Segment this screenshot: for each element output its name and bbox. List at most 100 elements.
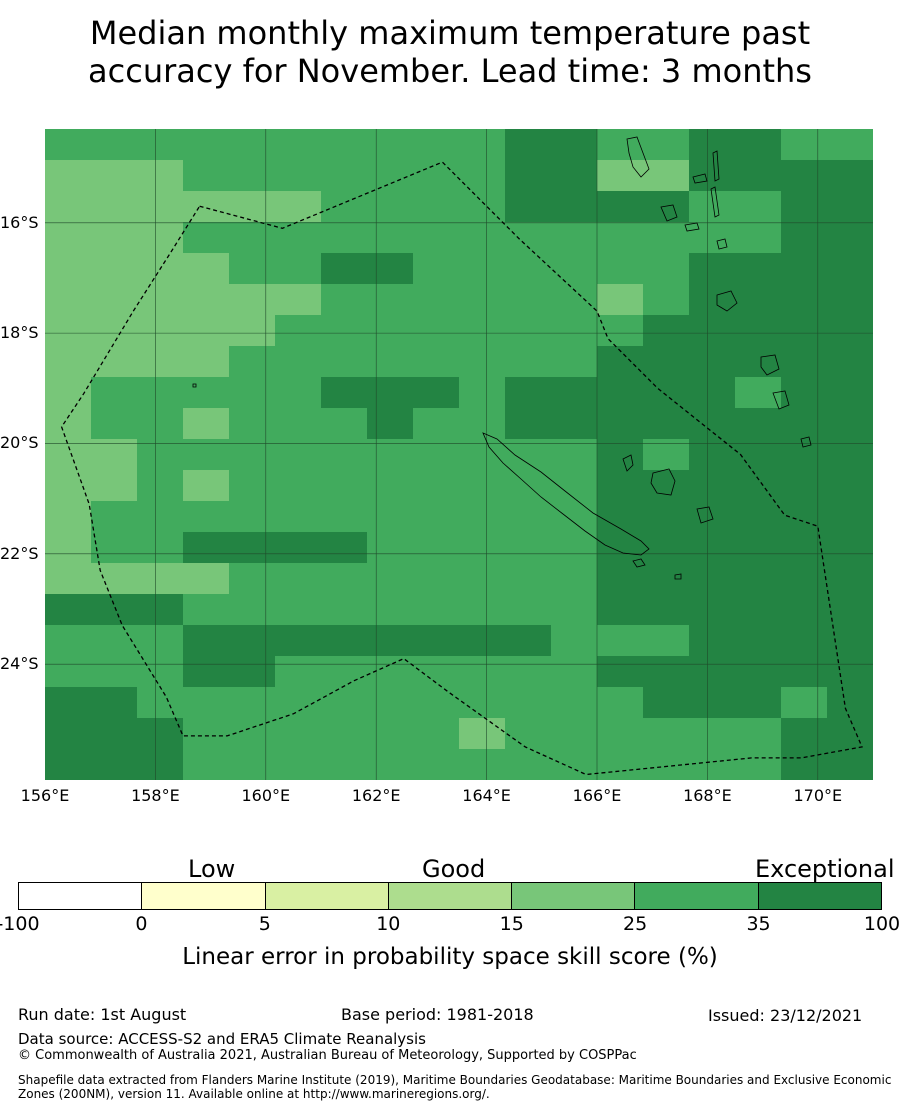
skill-cell [827, 253, 873, 285]
skill-cell [735, 222, 782, 254]
skill-cell [321, 408, 368, 440]
skill-cell [45, 563, 92, 595]
skill-cell [183, 563, 230, 595]
skill-cell [229, 718, 276, 750]
skill-cell [137, 625, 184, 657]
skill-cell [229, 191, 276, 223]
skill-cell [505, 687, 552, 719]
aneityum-island [800, 436, 812, 448]
skill-cell [735, 253, 782, 285]
skill-cell [643, 625, 690, 657]
skill-cell [459, 656, 506, 688]
skill-cell [321, 346, 368, 378]
skill-cell [505, 160, 552, 192]
skill-cell [735, 594, 782, 626]
data-source: Data source: ACCESS-S2 and ERA5 Climate … [18, 1030, 426, 1048]
skill-cell [229, 563, 276, 595]
skill-cell [597, 191, 644, 223]
latitude-label: 22°S [0, 543, 39, 563]
skill-cell [551, 222, 598, 254]
skill-cell [781, 222, 828, 254]
skill-cell [597, 501, 644, 533]
skill-cell [229, 687, 276, 719]
skill-cell [45, 284, 92, 316]
skill-cell [827, 625, 873, 657]
skill-cell [321, 625, 368, 657]
skill-cell [367, 718, 414, 750]
legend-category-low: Low [188, 855, 236, 883]
skill-cell [229, 656, 276, 688]
skill-cell [45, 408, 92, 440]
skill-cell [183, 377, 230, 409]
skill-cell [367, 470, 414, 502]
longitude-label: 170°E [793, 786, 843, 805]
skill-cell [367, 594, 414, 626]
skill-cell [367, 284, 414, 316]
colorbar-segment [635, 883, 759, 909]
skill-cell [551, 160, 598, 192]
colorbar-tick-label: -100 [0, 913, 40, 935]
skill-cell [551, 253, 598, 285]
skill-cell [459, 284, 506, 316]
skill-cell [781, 346, 828, 378]
skill-cell [91, 377, 138, 409]
skill-cell [459, 222, 506, 254]
skill-cell [91, 718, 138, 750]
skill-cell [459, 470, 506, 502]
skill-cell [735, 129, 782, 161]
skill-cell [413, 532, 460, 564]
skill-cell [597, 532, 644, 564]
skill-cell [459, 625, 506, 657]
skill-cell [275, 718, 322, 750]
skill-cell [551, 532, 598, 564]
skill-cell [367, 129, 414, 161]
skill-cell [275, 377, 322, 409]
erromango-island [760, 354, 780, 376]
skill-cell [643, 501, 690, 533]
skill-cell [45, 439, 92, 471]
latitude-label: 16°S [0, 212, 39, 232]
skill-cell [91, 594, 138, 626]
skill-cell [735, 625, 782, 657]
skill-cell [137, 594, 184, 626]
skill-cell [597, 563, 644, 595]
title-line-2: accuracy for November. Lead time: 3 mont… [88, 52, 812, 90]
skill-cell [551, 718, 598, 750]
skill-cell [183, 284, 230, 316]
skill-cell [827, 532, 873, 564]
skill-cell [183, 718, 230, 750]
skill-cell [229, 439, 276, 471]
skill-cell [735, 439, 782, 471]
colorbar-segment [142, 883, 266, 909]
skill-cell [45, 129, 92, 161]
skill-cell [781, 563, 828, 595]
skill-cell [45, 346, 92, 378]
skill-cell [505, 439, 552, 471]
skill-cell [781, 532, 828, 564]
skill-cell [367, 191, 414, 223]
skill-cell [183, 625, 230, 657]
skill-cell [229, 470, 276, 502]
skill-cell [45, 253, 92, 285]
colorbar-label: Linear error in probability space skill … [182, 944, 718, 970]
skill-cell [827, 718, 873, 750]
skill-cell [827, 594, 873, 626]
skill-cell [689, 532, 736, 564]
skill-cell [413, 718, 460, 750]
skill-cell [367, 315, 414, 347]
skill-cell [321, 439, 368, 471]
skill-cell [505, 532, 552, 564]
skill-cell [827, 377, 873, 409]
skill-cell [551, 656, 598, 688]
skill-cell [597, 594, 644, 626]
skill-cell [643, 377, 690, 409]
skill-cell [137, 191, 184, 223]
skill-cell [229, 253, 276, 285]
skill-cell [137, 284, 184, 316]
skill-cell [689, 222, 736, 254]
skill-cell [781, 470, 828, 502]
skill-cell [137, 563, 184, 595]
skill-cell [689, 718, 736, 750]
skill-cell [505, 501, 552, 533]
skill-cell [183, 439, 230, 471]
